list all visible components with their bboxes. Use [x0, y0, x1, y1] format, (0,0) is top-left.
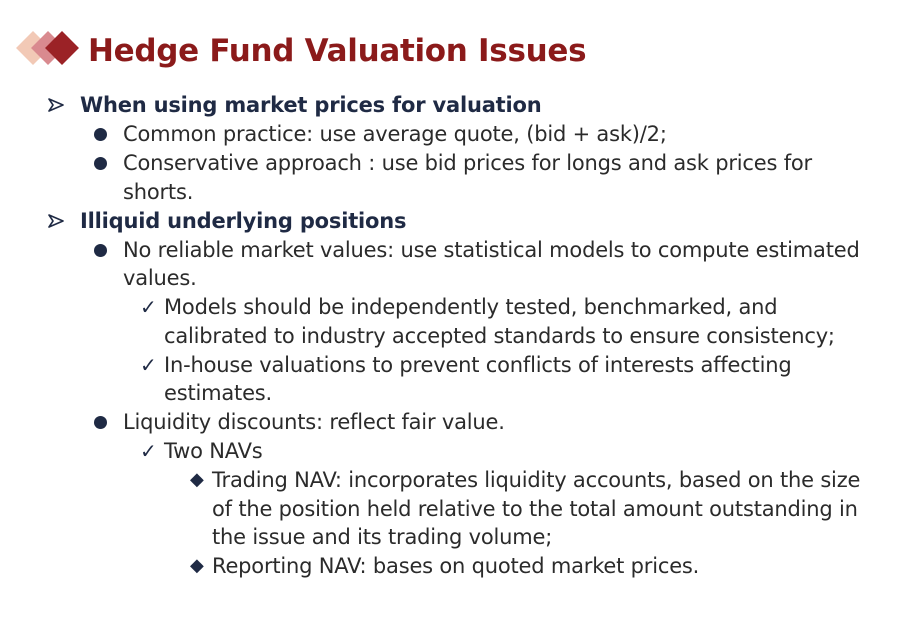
arrowhead-icon: [48, 213, 64, 228]
point-reporting-nav: ◆ Reporting NAV: bases on quoted market …: [0, 552, 912, 581]
sub-item-text-continued: estimates.: [164, 381, 273, 405]
arrowhead-icon: [48, 98, 64, 112]
list-item-text: Conservative approach : use bid prices f…: [123, 151, 812, 175]
title-diamonds-logo: [16, 31, 79, 65]
sub-item-text-continued: calibrated to industry accepted standard…: [164, 323, 835, 348]
list-item-liquidity-discounts: Liquidity discounts: reflect fair value.: [0, 408, 912, 437]
list-item-text: Common practice: use average quote, (bid…: [123, 122, 667, 146]
slide-title: Hedge Fund Valuation Issues: [88, 33, 587, 69]
list-item-text-continued: shorts.: [123, 179, 194, 204]
section-heading-market-prices: When using market prices for valuation: [0, 91, 912, 120]
section-heading-illiquid-positions: Illiquid underlying positions: [0, 207, 912, 236]
filled-circle-icon: [94, 243, 107, 257]
checkmark-icon: ✓: [140, 352, 157, 377]
sub-item-text: Models should be independently tested, b…: [164, 295, 778, 319]
sub-item-text: Two NAVs: [164, 439, 263, 463]
list-item-text-continued: values.: [123, 266, 197, 290]
sub-item-models-tested: ✓ Models should be independently tested,…: [0, 293, 912, 351]
list-item-conservative-approach: Conservative approach : use bid prices f…: [0, 149, 912, 207]
sub-item-two-navs: ✓ Two NAVs: [0, 437, 912, 466]
checkmark-icon: ✓: [140, 439, 157, 463]
section-heading-text: When using market prices for valuation: [80, 93, 542, 117]
list-item-no-reliable-values: No reliable market values: use statistic…: [0, 236, 912, 294]
point-text-continued: the issue and its trading volume;: [212, 525, 553, 549]
filled-circle-icon: [94, 157, 107, 170]
filled-circle-icon: [94, 128, 107, 141]
slide-content: When using market prices for valuation C…: [0, 91, 912, 581]
checkmark-icon: ✓: [140, 295, 157, 319]
point-text: Trading NAV: incorporates liquidity acco…: [212, 468, 861, 492]
point-text: Reporting NAV: bases on quoted market pr…: [212, 554, 700, 578]
sub-item-text: In-house valuations to prevent conflicts…: [164, 352, 792, 377]
sub-item-in-house-valuations: ✓ In-house valuations to prevent conflic…: [0, 351, 912, 409]
diamond-icon: ◆: [190, 555, 204, 576]
point-text-continued: of the position held relative to the tot…: [212, 496, 858, 521]
list-item-text: Liquidity discounts: reflect fair value.: [123, 410, 505, 434]
point-trading-nav: ◆ Trading NAV: incorporates liquidity ac…: [0, 466, 912, 552]
filled-circle-icon: [94, 416, 107, 429]
list-item-text: No reliable market values: use statistic…: [123, 237, 860, 262]
diamond-icon: ◆: [190, 469, 204, 490]
list-item-common-practice: Common practice: use average quote, (bid…: [0, 120, 912, 149]
section-heading-text: Illiquid underlying positions: [80, 208, 407, 233]
